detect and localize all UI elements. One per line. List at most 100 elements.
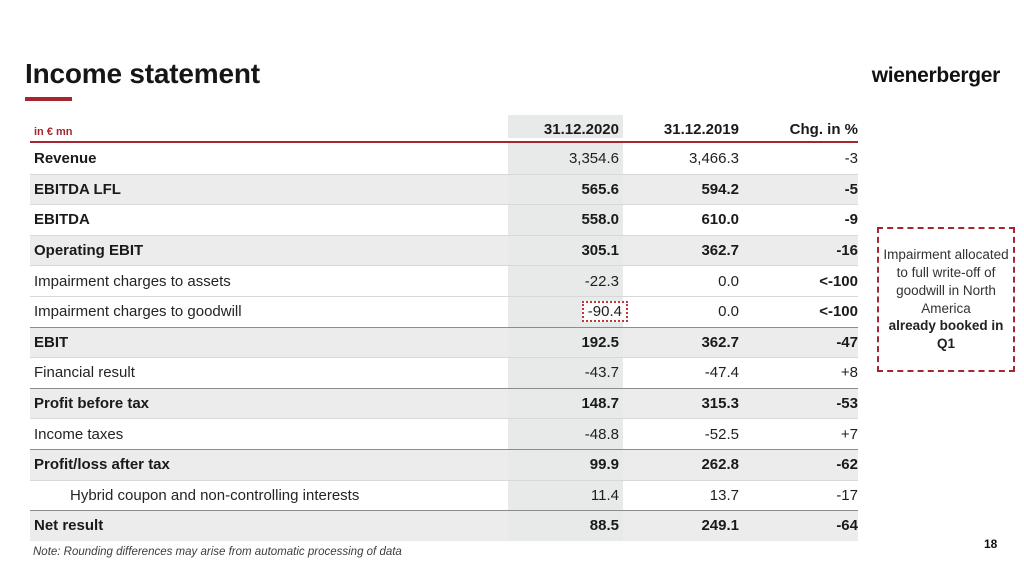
table-row: Impairment charges to assets -22.3 0.0 <-10…: [30, 265, 858, 296]
change-percent-value: -5: [844, 180, 858, 198]
table-body: Revenue 3,354.6 3,466.3 -3 EBITDA LFL 565.6 59…: [30, 143, 858, 541]
value-2019-cell: 3,466.3: [623, 143, 741, 174]
table-row: Net result 88.5 249.1 -64: [30, 510, 858, 541]
change-percent-cell: -53: [741, 389, 858, 419]
column-header-change: Chg. in %: [789, 121, 858, 138]
table-header-row: in € mn 31.12.2020 31.12.2019 Chg. in %: [30, 115, 858, 143]
value-2019-cell: 262.8: [623, 450, 741, 480]
change-percent-cell: +7: [741, 419, 858, 449]
row-label: EBIT: [34, 333, 69, 351]
footnote: Note: Rounding differences may arise fro…: [33, 546, 402, 558]
row-label: Impairment charges to assets: [34, 272, 231, 290]
change-percent-cell: -17: [741, 481, 858, 511]
change-percent-cell: -5: [741, 175, 858, 205]
change-percent-cell: <-100: [741, 266, 858, 296]
value-2019-cell: 315.3: [623, 389, 741, 419]
value-2019: 610.0: [701, 211, 739, 229]
value-2019: 362.7: [701, 242, 739, 260]
table-row: Revenue 3,354.6 3,466.3 -3: [30, 143, 858, 174]
row-label: Profit/loss after tax: [34, 456, 170, 474]
value-2019-cell: 0.0: [623, 297, 741, 327]
table-row: Income taxes -48.8 -52.5 +7: [30, 418, 858, 449]
table-row: Profit/loss after tax 99.9 262.8 -62: [30, 448, 858, 480]
value-2019-cell: 249.1: [623, 511, 741, 541]
value-2020-cell: -90.4: [508, 296, 628, 327]
change-percent-value: -16: [836, 242, 858, 260]
value-2020-cell: 565.6: [508, 174, 623, 205]
value-2020: 11.4: [590, 486, 619, 504]
table-row: Financial result -43.7 -47.4 +8: [30, 357, 858, 388]
value-2020: -48.8: [584, 425, 619, 443]
change-percent-cell: -9: [741, 205, 858, 235]
value-2020: 148.7: [581, 395, 619, 413]
value-2019: 3,466.3: [688, 149, 739, 167]
change-percent-value: +7: [840, 425, 858, 443]
wienerberger-logo: wienerberger: [871, 64, 1001, 87]
value-2020: 88.5: [589, 517, 619, 535]
value-2020-cell: 99.9: [508, 449, 623, 480]
value-2020: 558.0: [581, 211, 619, 229]
change-percent-value: <-100: [819, 272, 858, 290]
value-2020-cell: 3,354.6: [508, 143, 623, 174]
row-label: Net result: [34, 517, 104, 535]
value-2019-cell: -47.4: [623, 358, 741, 388]
change-percent-cell: +8: [741, 358, 858, 388]
page-title: Income statement: [25, 58, 260, 89]
value-2019: 249.1: [701, 517, 739, 535]
value-2020-cell: 88.5: [508, 511, 623, 541]
change-percent-value: <-100: [819, 303, 858, 321]
value-2019: 0.0: [718, 303, 739, 321]
change-percent-value: -62: [836, 456, 858, 474]
annotation-text: Impairment allocated to full write-off o…: [883, 247, 1009, 316]
value-2019: 0.0: [718, 272, 739, 290]
value-2020: 192.5: [581, 333, 619, 351]
value-2019-cell: 13.7: [623, 481, 741, 511]
value-2020-cell: -43.7: [508, 358, 623, 388]
row-label: Hybrid coupon and non-controlling intere…: [70, 486, 360, 504]
change-percent-value: -47: [836, 333, 858, 351]
change-percent-value: -64: [836, 517, 858, 535]
value-2020-cell: 192.5: [508, 327, 623, 358]
change-percent-value: -9: [844, 211, 858, 229]
change-percent-cell: -62: [741, 450, 858, 480]
table-row: Hybrid coupon and non-controlling intere…: [30, 479, 858, 511]
value-2019: 315.3: [701, 395, 739, 413]
table-row: Impairment charges to goodwill -90.4 0.0 <-…: [30, 295, 858, 327]
row-label: Revenue: [34, 149, 97, 167]
value-2020-cell: 558.0: [508, 205, 623, 235]
value-2019: -47.4: [704, 364, 739, 382]
value-2020: 99.9: [589, 456, 619, 474]
value-2019: -52.5: [704, 425, 739, 443]
value-2019-cell: 594.2: [623, 175, 741, 205]
row-label: EBITDA: [34, 211, 90, 229]
column-header-2020: 31.12.2020: [508, 115, 623, 138]
change-percent-cell: -64: [741, 511, 858, 541]
value-2019: 362.7: [701, 333, 739, 351]
value-2020: 3,354.6: [568, 149, 619, 167]
value-2020-cell: -48.8: [508, 419, 623, 449]
column-header-2019: 31.12.2019: [663, 121, 739, 138]
change-percent-value: -17: [836, 486, 858, 504]
value-2019-cell: 610.0: [623, 205, 741, 235]
table-row: Operating EBIT 305.1 362.7 -16: [30, 234, 858, 266]
row-label: EBITDA LFL: [34, 180, 121, 198]
highlighted-value: -90.4: [581, 301, 628, 323]
title-accent-underline: [25, 97, 72, 101]
income-statement-table: in € mn 31.12.2020 31.12.2019 Chg. in % …: [30, 115, 858, 541]
annotation-box: Impairment allocated to full write-off o…: [877, 227, 1015, 372]
row-label: Financial result: [34, 364, 135, 382]
change-percent-cell: -16: [741, 236, 858, 266]
value-2019: 13.7: [709, 486, 739, 504]
unit-label: in € mn: [34, 126, 73, 138]
value-2019-cell: 362.7: [623, 236, 741, 266]
value-2019-cell: -52.5: [623, 419, 741, 449]
value-2019-cell: 362.7: [623, 328, 741, 358]
change-percent-value: -3: [844, 149, 858, 167]
value-2019: 594.2: [701, 180, 739, 198]
row-label: Income taxes: [34, 425, 124, 443]
value-2020-cell: -22.3: [508, 266, 623, 296]
value-2019: 262.8: [701, 456, 739, 474]
annotation-bold-text: already booked in Q1: [888, 318, 1004, 352]
table-row: EBIT 192.5 362.7 -47: [30, 326, 858, 358]
